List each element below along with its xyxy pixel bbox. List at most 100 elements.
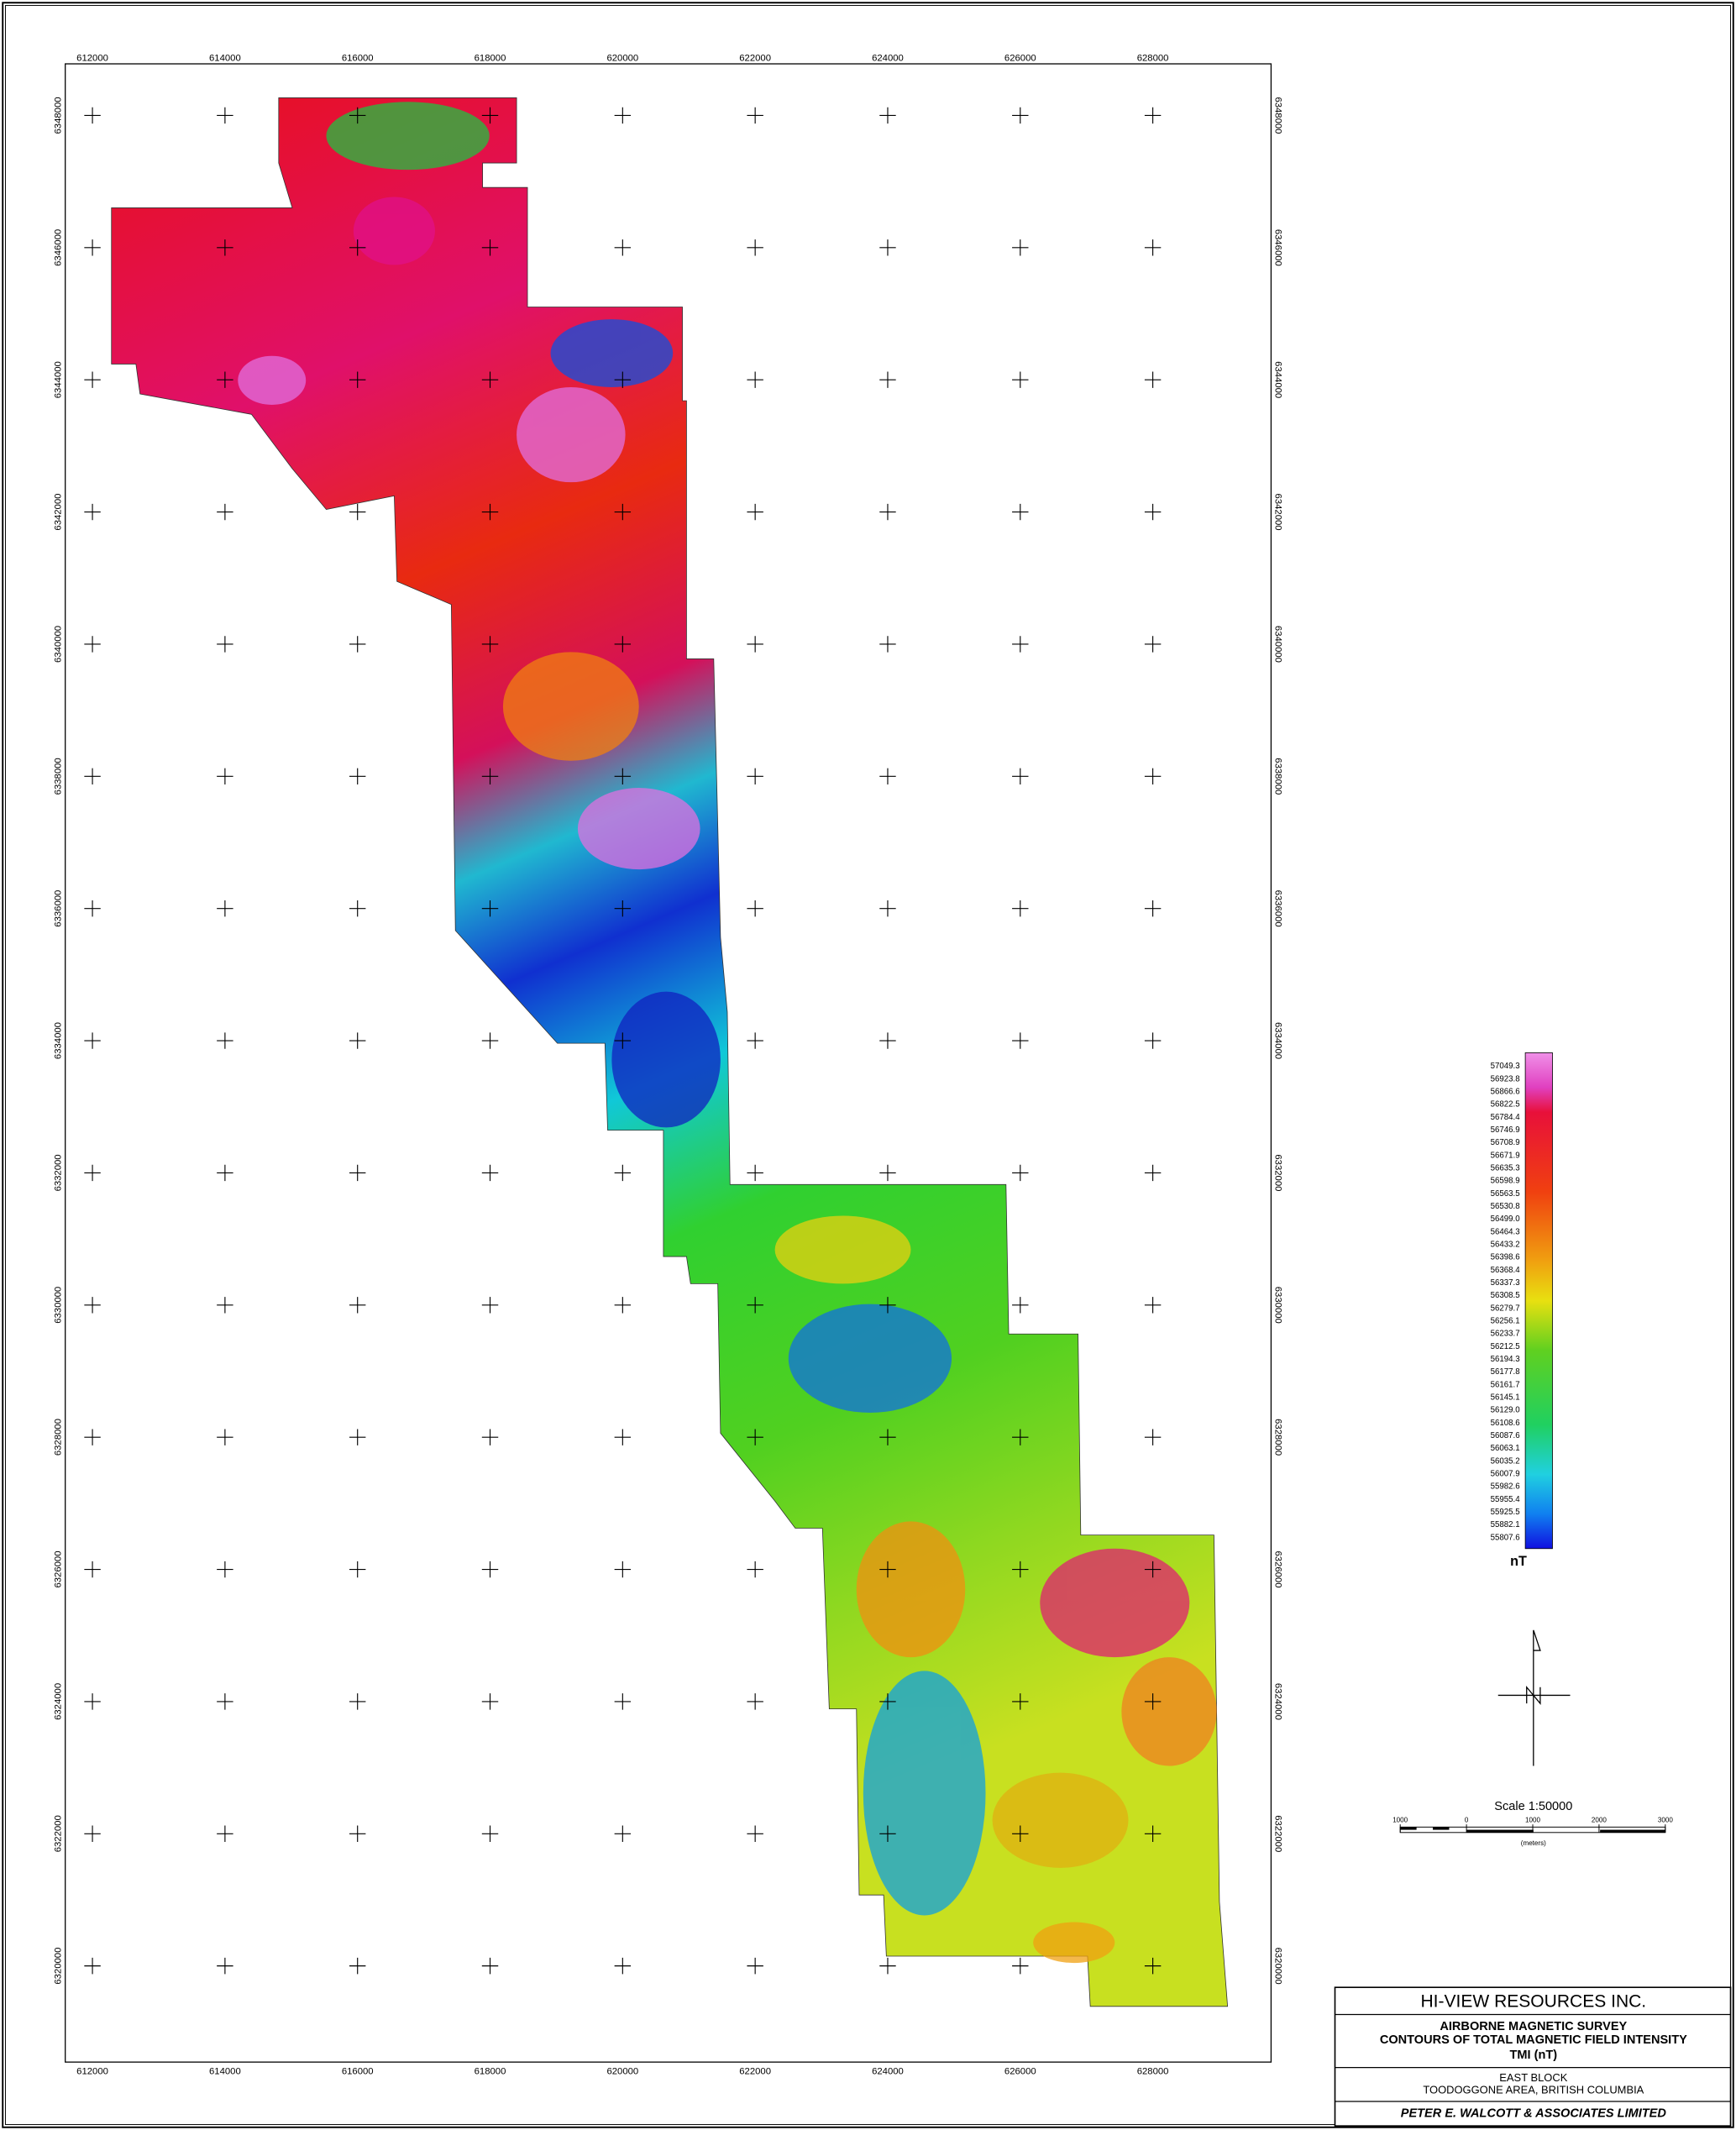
grid-cross: [747, 1561, 763, 1578]
grid-cross: [747, 636, 763, 653]
legend-value: 56530.8: [1491, 1202, 1520, 1211]
color-bar: [1524, 1052, 1553, 1550]
grid-cross: [1012, 636, 1029, 653]
legend-value: 56308.5: [1491, 1291, 1520, 1300]
northing-label: 6322000: [54, 1815, 64, 1852]
legend-value: 56063.1: [1491, 1444, 1520, 1453]
grid-cross: [217, 1561, 233, 1578]
grid-cross: [1012, 107, 1029, 124]
grid-cross: [1012, 1297, 1029, 1314]
grid-cross: [879, 1429, 896, 1445]
grid-cross: [1012, 371, 1029, 388]
grid-cross: [481, 900, 499, 917]
grid-cross: [84, 1164, 101, 1182]
scale-bar: 1000 0 1000 2000 3000: [1392, 1816, 1673, 1834]
northing-label: 6344000: [1273, 361, 1283, 398]
easting-label: 626000: [1004, 2066, 1036, 2076]
northing-label: 6324000: [54, 1683, 64, 1720]
legend-value: 56337.3: [1491, 1278, 1520, 1288]
northing-label: 6348000: [54, 97, 64, 134]
easting-label: 618000: [475, 54, 506, 64]
legend-value: 56129.0: [1491, 1406, 1521, 1415]
easting-label: 618000: [475, 2066, 506, 2076]
legend-unit: nT: [1510, 1554, 1527, 1569]
legend-value: 56145.1: [1491, 1393, 1520, 1403]
grid-cross: [747, 900, 763, 917]
legend-value: 56087.6: [1491, 1431, 1520, 1440]
scale-tick-label: 2000: [1592, 1816, 1607, 1823]
grid-cross: [1012, 1561, 1029, 1578]
grid-cross: [84, 239, 101, 256]
legend-value: 56177.8: [1491, 1367, 1520, 1377]
northing-label: 6346000: [54, 229, 64, 266]
northing-label: 6320000: [1273, 1948, 1283, 1985]
grid-cross: [879, 1825, 896, 1842]
grid-cross: [614, 1297, 632, 1314]
grid-cross: [1144, 371, 1162, 388]
grid-cross: [349, 1693, 366, 1710]
grid-cross: [1012, 1957, 1029, 1975]
grid-cross: [1012, 239, 1029, 256]
legend-value: 56499.0: [1491, 1215, 1521, 1224]
grid-cross: [84, 1957, 101, 1975]
grid-cross: [481, 1957, 499, 1975]
legend-value: 56256.1: [1491, 1317, 1520, 1326]
northing-label: 6322000: [1273, 1815, 1283, 1852]
grid-cross: [614, 768, 632, 785]
grid-cross: [614, 1693, 632, 1710]
legend-value: 56035.2: [1491, 1456, 1520, 1466]
grid-cross: [614, 1825, 632, 1842]
northing-label: 6332000: [54, 1154, 64, 1191]
easting-label: 624000: [872, 2066, 904, 2076]
grid-cross: [747, 107, 763, 124]
easting-label: 624000: [872, 54, 904, 64]
grid-cross: [217, 1693, 233, 1710]
grid-cross: [349, 768, 366, 785]
grid-cross: [614, 371, 632, 388]
grid-cross: [614, 107, 632, 124]
legend-value: 55955.4: [1491, 1495, 1521, 1504]
legend-value: 55882.1: [1491, 1520, 1520, 1529]
grid-cross: [614, 636, 632, 653]
northing-label: 6346000: [1273, 229, 1283, 266]
north-arrow: [1497, 1629, 1571, 1766]
grid-cross: [481, 503, 499, 521]
scale-title: Scale 1:50000: [1494, 1800, 1572, 1813]
legend-value: 56279.7: [1491, 1304, 1520, 1313]
northing-label: 6330000: [1273, 1287, 1283, 1324]
grid-cross: [349, 1032, 366, 1049]
grid-cross: [217, 371, 233, 388]
grid-cross: [879, 1164, 896, 1182]
grid-cross: [1012, 900, 1029, 917]
grid-cross: [481, 371, 499, 388]
easting-label: 628000: [1137, 2066, 1169, 2076]
northing-label: 6326000: [54, 1551, 64, 1588]
grid-cross: [1012, 1164, 1029, 1182]
legend-value: 56108.6: [1491, 1419, 1520, 1428]
grid-cross: [84, 768, 101, 785]
northing-label: 6334000: [54, 1022, 64, 1059]
legend-value: 56746.9: [1491, 1125, 1520, 1135]
legend-value: 56194.3: [1491, 1355, 1520, 1364]
scale-tick-label: 1000: [1392, 1816, 1408, 1823]
northing-label: 6338000: [54, 758, 64, 795]
grid-cross: [747, 371, 763, 388]
grid-cross: [614, 239, 632, 256]
easting-label: 612000: [76, 54, 108, 64]
grid-cross: [614, 1957, 632, 1975]
grid-cross: [84, 1297, 101, 1314]
easting-label: 614000: [209, 54, 241, 64]
legend-value: 56161.7: [1491, 1380, 1520, 1389]
grid-cross: [614, 900, 632, 917]
grid-cross: [84, 1561, 101, 1578]
grid-cross: [879, 1297, 896, 1314]
grid-cross: [747, 239, 763, 256]
legend-value: 55982.6: [1491, 1482, 1520, 1492]
easting-label: 614000: [209, 2066, 241, 2076]
grid-cross: [349, 503, 366, 521]
scale-tick-label: 3000: [1658, 1816, 1673, 1823]
grid-cross: [747, 1693, 763, 1710]
grid-cross: [1012, 1825, 1029, 1842]
northing-label: 6336000: [54, 890, 64, 927]
